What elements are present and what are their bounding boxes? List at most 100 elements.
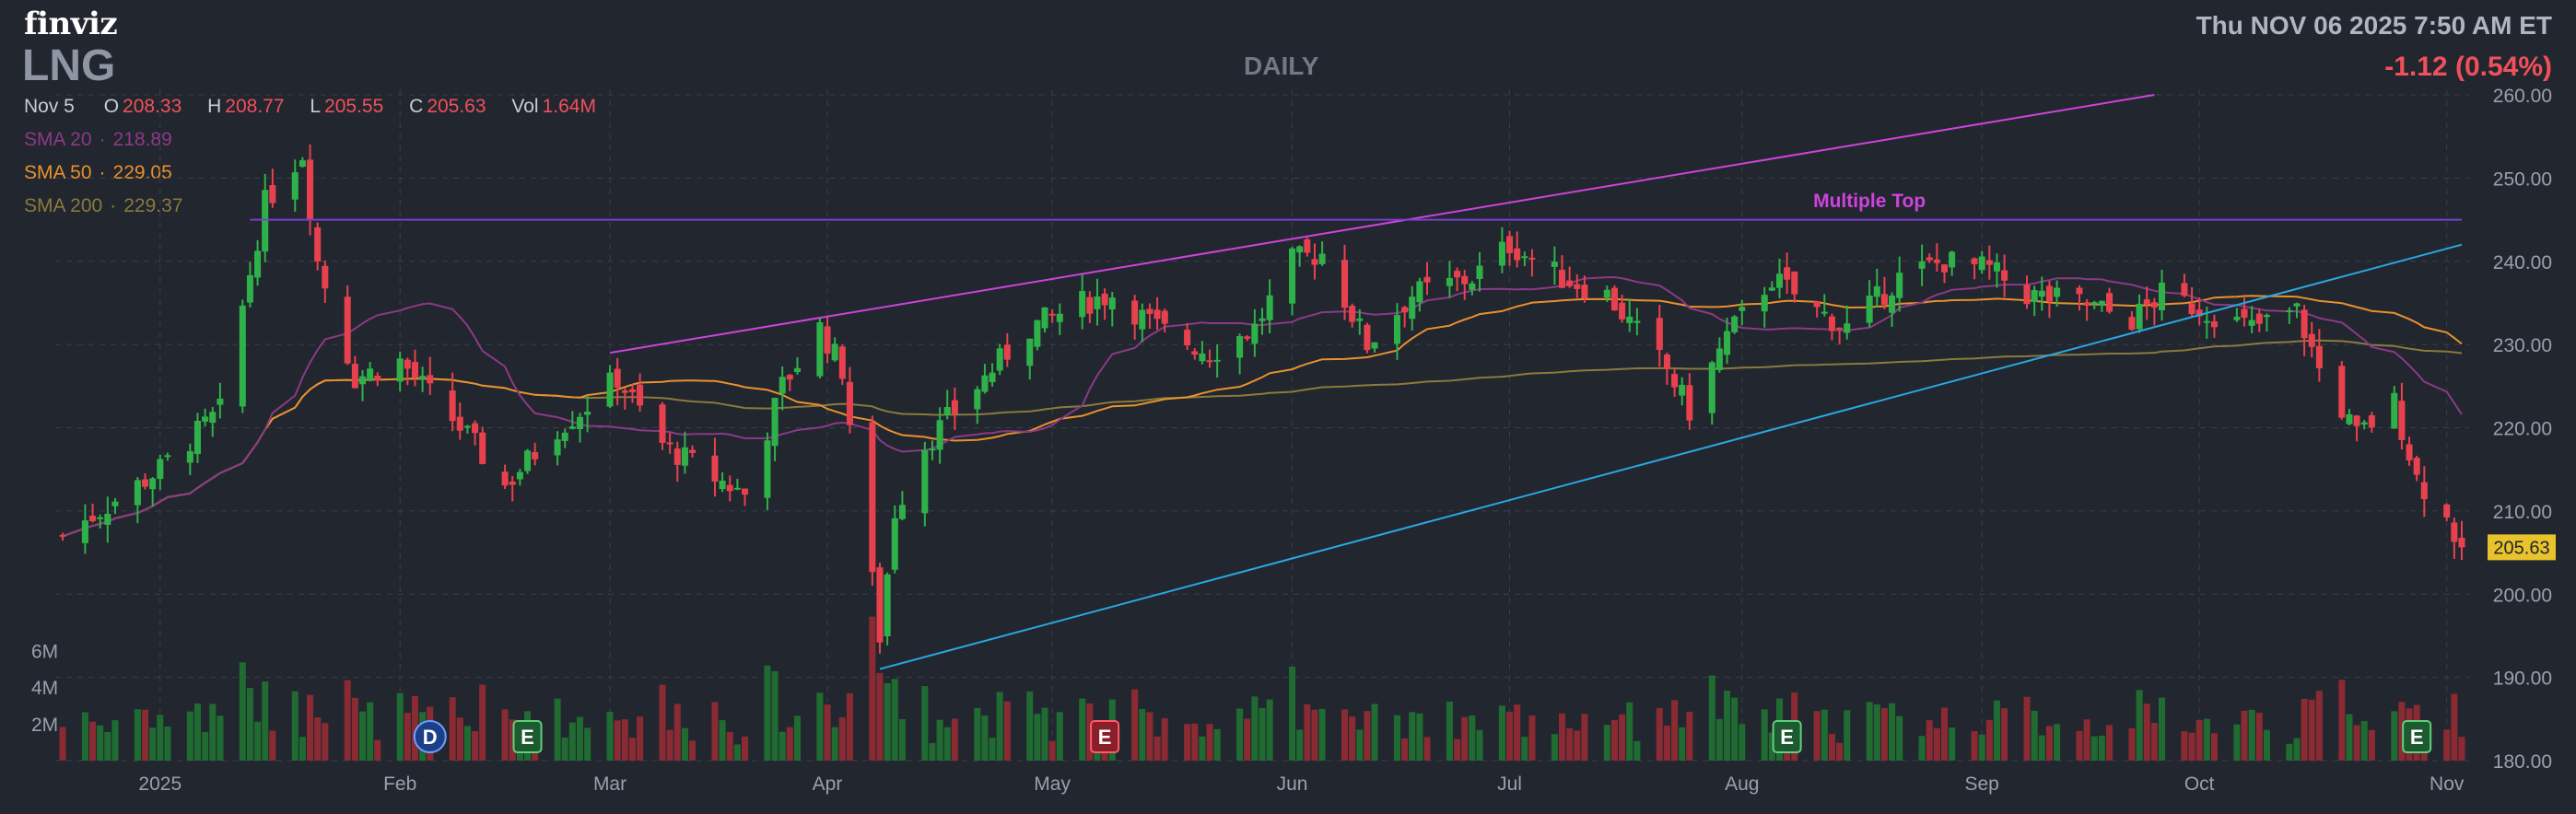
- candle: [891, 506, 898, 574]
- volume-bar: [1978, 734, 1985, 761]
- candle-body: [1521, 256, 1528, 259]
- candle-body: [1236, 336, 1244, 358]
- volume-bar: [59, 727, 66, 761]
- candle: [2210, 314, 2218, 338]
- volume-bar: [1574, 730, 1581, 761]
- candle-body: [1244, 336, 1251, 339]
- candle-body: [2031, 290, 2038, 302]
- candle: [2045, 281, 2053, 319]
- volume-bar: [929, 742, 936, 761]
- candle: [628, 384, 636, 403]
- sma20-label: SMA 20: [24, 129, 92, 150]
- volume-bar: [621, 719, 628, 761]
- candle-body: [186, 450, 193, 463]
- candle-body: [1498, 241, 1505, 266]
- candle: [2023, 275, 2031, 309]
- candle-body: [299, 160, 306, 168]
- candle: [2368, 412, 2375, 433]
- candle: [2458, 520, 2465, 561]
- volume-bar: [1454, 738, 1461, 761]
- candle: [1161, 308, 1168, 332]
- candle: [427, 356, 434, 395]
- volume-tick-label: 6M: [31, 641, 58, 662]
- candle-body: [2338, 366, 2346, 418]
- volume-bar: [831, 727, 838, 761]
- candle: [1026, 338, 1034, 380]
- candle-body: [141, 479, 149, 487]
- x-tick-label: Jun: [1277, 773, 1308, 795]
- candle: [2451, 517, 2458, 560]
- volume-bar: [2195, 720, 2203, 761]
- candle-body: [2143, 299, 2150, 305]
- sma200-legend[interactable]: SMA 200 · 229.37: [24, 195, 183, 216]
- candle-body: [554, 439, 561, 456]
- candle-body: [1663, 354, 1670, 369]
- candle-body: [1739, 307, 1746, 311]
- candle-body: [1926, 257, 1933, 261]
- finviz-logo[interactable]: finviz: [24, 6, 118, 42]
- candle: [898, 491, 906, 520]
- candle-body: [2301, 309, 2308, 339]
- sma20-legend[interactable]: SMA 20 · 218.89: [24, 129, 172, 150]
- candle-body: [2248, 320, 2255, 326]
- candle: [884, 572, 891, 645]
- candle-body: [134, 480, 141, 506]
- volume-bar: [1199, 736, 1206, 761]
- candle-body: [97, 517, 104, 519]
- candle-body: [884, 574, 891, 637]
- candle-body: [1574, 284, 1581, 289]
- candle: [2054, 280, 2061, 308]
- candle: [1574, 273, 1581, 298]
- candle-body: [1034, 320, 1041, 347]
- candle: [2353, 414, 2360, 442]
- x-tick-label: Oct: [2184, 773, 2215, 795]
- high-label: H: [207, 96, 222, 117]
- candle-body: [733, 487, 741, 490]
- candle-body: [1978, 256, 1985, 271]
- candle: [2150, 297, 2158, 326]
- candle-body: [628, 389, 636, 392]
- candle-body: [1775, 273, 1784, 288]
- candle-body: [2188, 303, 2195, 315]
- ohlc-date: Nov 5: [24, 96, 75, 117]
- candle: [816, 318, 824, 379]
- candle-body: [1558, 269, 1566, 288]
- volume-bar: [554, 698, 561, 761]
- candle-body: [1341, 260, 1349, 308]
- candle: [351, 355, 358, 389]
- candle: [1401, 305, 1409, 328]
- volume-bar: [2443, 729, 2451, 761]
- volume-bar: [1311, 709, 1318, 761]
- candle: [456, 402, 463, 440]
- event-label: E: [1098, 726, 1112, 749]
- candle: [2301, 304, 2308, 356]
- volume-bar: [299, 737, 306, 761]
- volume-bar: [1603, 725, 1610, 761]
- candle-body: [689, 449, 697, 454]
- candle-body: [2106, 293, 2113, 312]
- candle-body: [1784, 267, 1791, 280]
- candle-body: [876, 567, 884, 643]
- candle: [411, 349, 418, 387]
- candle-body: [981, 375, 989, 392]
- volume-bar: [876, 672, 884, 761]
- candle: [1671, 367, 1679, 397]
- volume-tick-label: 4M: [31, 678, 58, 699]
- volume-bar: [673, 704, 681, 761]
- volume-bar: [1926, 720, 1933, 761]
- candle-body: [816, 322, 824, 377]
- candle-body: [1581, 285, 1588, 298]
- volume-bar: [2203, 718, 2210, 761]
- candle: [1131, 295, 1139, 340]
- y-tick-label: 230.00: [2493, 335, 2552, 356]
- candle: [929, 440, 936, 460]
- candle: [2360, 419, 2368, 430]
- candle-body: [1791, 271, 1798, 295]
- volume-bar: [1213, 728, 1221, 761]
- candle: [1791, 271, 1798, 303]
- candle-body: [254, 250, 262, 278]
- candle-body: [164, 455, 171, 458]
- volume-bar: [921, 686, 929, 761]
- candle-body: [726, 484, 733, 492]
